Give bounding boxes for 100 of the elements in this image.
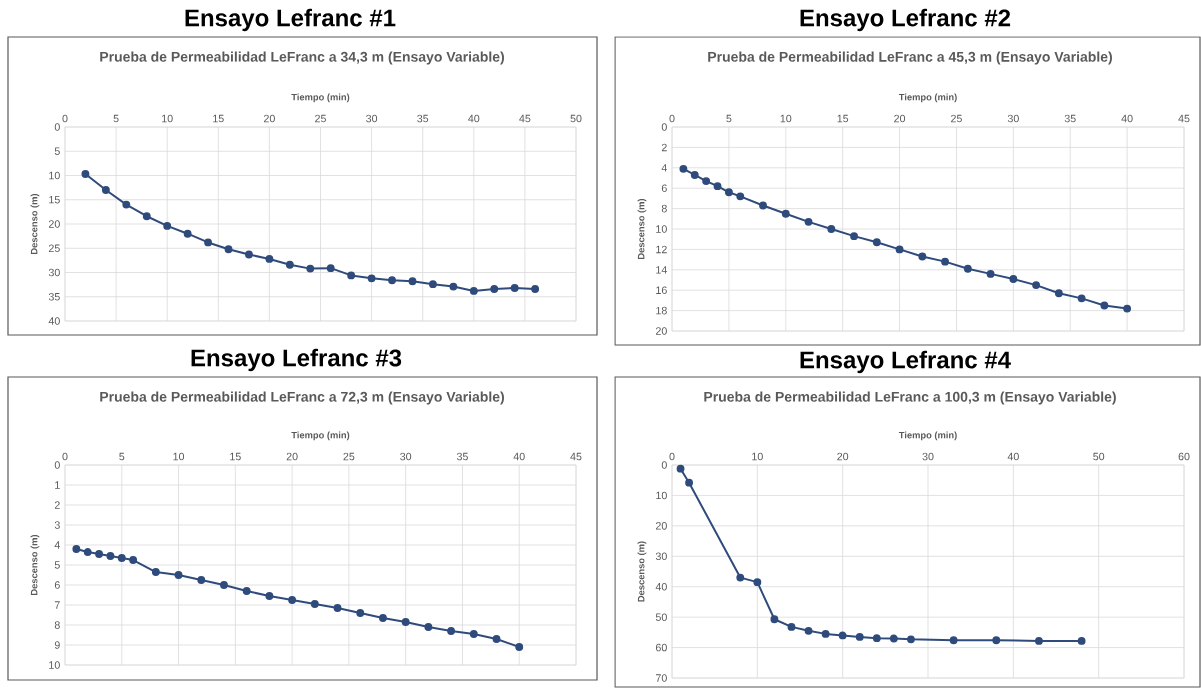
point [781, 209, 790, 218]
point [490, 285, 499, 293]
point [804, 626, 813, 635]
point [736, 573, 745, 582]
x-tick-label: 0 [669, 452, 675, 461]
y-tick-label: 0 [661, 461, 667, 469]
chart-subtitle: Prueba de Permeabilidad LeFranc a 34,3 m (Ensayo Variable) [100, 51, 504, 65]
x-tick-label: 25 [951, 114, 962, 123]
x-tick-label: 0 [62, 452, 68, 461]
x-axis-title: Tiempo (min) [291, 431, 350, 441]
point [288, 596, 297, 604]
x-tick-label: 40 [513, 452, 525, 461]
x-tick-label: 20 [894, 114, 906, 123]
point [424, 623, 433, 631]
y-tick-label: 70 [655, 674, 667, 682]
y-tick-label: 20 [655, 522, 667, 530]
x-tick-label: 15 [230, 452, 241, 461]
point [388, 276, 396, 285]
point [265, 592, 274, 600]
x-tick-label: 35 [1064, 114, 1076, 123]
point [510, 284, 519, 292]
y-tick-label: 15 [49, 196, 60, 204]
point [1077, 294, 1086, 303]
x-tick-label: 30 [1007, 114, 1019, 123]
point [676, 464, 685, 473]
x-tick-label: 45 [570, 452, 582, 461]
point [918, 252, 927, 261]
x-tick-label: 20 [264, 114, 275, 123]
x-tick-label: 25 [315, 114, 326, 123]
point [447, 627, 456, 635]
y-tick-label: 16 [656, 286, 667, 294]
point [306, 264, 315, 273]
point [736, 192, 745, 201]
y-tick-label: 6 [54, 581, 60, 589]
point [347, 271, 356, 280]
x-tick-label: 10 [752, 452, 763, 461]
y-tick-label: 3 [54, 521, 60, 529]
x-tick-label: 25 [343, 452, 355, 461]
y-tick-label: 50 [655, 613, 667, 621]
x-tick-label: 30 [922, 452, 934, 461]
chart-title: Ensayo Lefranc #4 [800, 350, 1011, 374]
point [753, 578, 762, 587]
y-tick-label: 8 [661, 204, 667, 213]
x-tick-label: 60 [1178, 452, 1190, 461]
point [356, 609, 365, 617]
point [285, 260, 294, 269]
point [83, 548, 92, 556]
point [1009, 275, 1018, 283]
x-axis-title: Tiempo (min) [291, 93, 350, 103]
point [787, 622, 796, 631]
point [220, 581, 228, 589]
x-tick-label: 30 [400, 452, 412, 461]
y-tick-label: 8 [54, 621, 60, 629]
y-tick-label: 0 [54, 123, 60, 131]
x-tick-label: 45 [519, 114, 531, 123]
y-tick-label: 60 [655, 643, 667, 652]
y-tick-label: 14 [656, 266, 667, 274]
point [986, 269, 995, 278]
point [492, 635, 501, 643]
point [204, 238, 213, 247]
x-axis-title: Tiempo (min) [898, 93, 957, 103]
x-tick-label: 40 [1121, 114, 1133, 123]
point [872, 238, 881, 247]
point [1100, 301, 1109, 310]
point [1032, 281, 1041, 290]
y-axis-title: Descenso (m) [637, 541, 647, 602]
point [949, 636, 958, 645]
y-axis-title: Descenso (m) [30, 193, 40, 254]
point [469, 630, 478, 638]
y-tick-label: 30 [655, 552, 667, 561]
y-tick-label: 6 [661, 184, 667, 192]
y-tick-label: 4 [661, 164, 667, 172]
point [759, 201, 767, 210]
point [401, 618, 410, 626]
point [367, 274, 376, 283]
x-tick-label: 15 [213, 114, 224, 123]
point [163, 222, 172, 230]
point [106, 552, 115, 560]
x-tick-label: 5 [726, 114, 732, 123]
y-tick-label: 20 [48, 220, 60, 228]
point [895, 245, 904, 254]
y-tick-label: 7 [54, 601, 60, 609]
x-tick-label: 15 [837, 114, 849, 123]
point [428, 280, 437, 289]
x-tick-label: 35 [456, 452, 468, 461]
point [724, 188, 733, 197]
point [702, 177, 711, 185]
point [1077, 636, 1086, 645]
y-tick-label: 12 [656, 245, 667, 254]
point [197, 576, 206, 584]
x-tick-label: 40 [468, 114, 480, 123]
y-tick-label: 0 [54, 461, 60, 469]
y-tick-label: 2 [661, 143, 667, 152]
chart-title: Ensayo Lefranc #1 [185, 8, 396, 32]
y-tick-label: 18 [656, 306, 667, 315]
y-tick-label: 9 [54, 641, 60, 649]
point [872, 634, 881, 643]
x-tick-label: 50 [570, 114, 582, 123]
point [142, 212, 151, 221]
point [941, 257, 950, 266]
